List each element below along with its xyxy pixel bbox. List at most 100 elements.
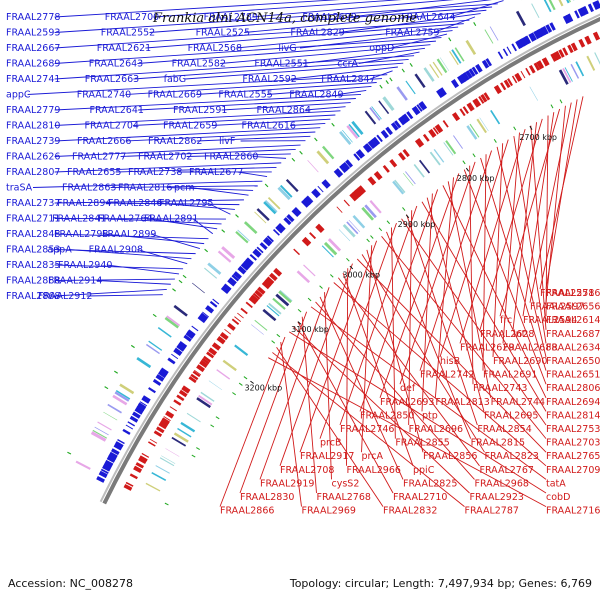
reverse-gene-block [178, 389, 188, 398]
forward-gene-block [212, 298, 220, 305]
outer-mark [152, 313, 157, 318]
forward-gene-block [139, 401, 148, 407]
inner-feature-block [529, 86, 538, 101]
gene-label-reverse: cobD [546, 492, 570, 503]
forward-gene-block [117, 438, 125, 445]
inner-mark [402, 207, 406, 211]
inner-feature-block [575, 61, 585, 77]
inner-feature-block [251, 324, 264, 335]
outer-feature-block [465, 39, 477, 55]
forward-connector [32, 180, 263, 188]
scale-tick-label: 2700 kbp [519, 133, 557, 142]
gene-label-forward: traSA [6, 183, 33, 194]
outer-feature-block [103, 411, 118, 421]
forward-gene-block [103, 459, 114, 470]
gene-label-reverse: FRAAL2854 [477, 424, 531, 435]
outer-feature-block [558, 0, 564, 7]
outer-mark [178, 279, 183, 284]
forward-gene-block [220, 284, 231, 295]
forward-connector [145, 23, 464, 49]
forward-connector [449, 0, 504, 18]
forward-connector [252, 156, 287, 159]
reverse-gene-block [224, 328, 232, 335]
outer-feature-block [254, 211, 267, 224]
gene-label-reverse: FRAAL2923 [470, 492, 524, 503]
gene-label-forward: livF [219, 136, 235, 147]
inner-mark [243, 376, 248, 380]
forward-gene-block [134, 406, 145, 415]
gene-label-forward: FRAAL2644 [401, 12, 455, 23]
reverse-connector [276, 347, 384, 507]
reverse-gene-block [570, 42, 578, 52]
gene-label-forward: FRAAL2525 [196, 28, 250, 39]
forward-gene-block [398, 115, 408, 126]
forward-gene-block [200, 312, 209, 320]
inner-feature-block [338, 229, 351, 242]
forward-connector [133, 58, 409, 80]
reverse-gene-block [161, 417, 170, 424]
forward-gene-block [367, 139, 377, 149]
outer-mark [221, 229, 226, 233]
inner-mark [196, 447, 200, 451]
reverse-gene-block [219, 332, 229, 341]
forward-gene-block [158, 369, 168, 379]
outer-feature-block [235, 231, 249, 244]
reverse-connector [406, 214, 478, 426]
inner-feature-block [433, 148, 445, 163]
forward-gene-block [402, 113, 411, 123]
gene-label-reverse: FRAAL2917 [300, 451, 354, 462]
reverse-gene-block [199, 359, 209, 368]
forward-gene-block [252, 248, 262, 258]
outer-feature-block [322, 145, 335, 160]
gene-label-reverse: FRAAL2815 [471, 438, 525, 449]
outer-feature-block [192, 282, 205, 294]
gene-label-reverse: FRAAL2742 [420, 370, 474, 381]
gene-label-reverse: FRAAL2969 [302, 506, 356, 517]
forward-connector [150, 233, 201, 250]
reverse-gene-block [163, 416, 171, 422]
inner-mark [330, 274, 334, 278]
outer-feature-block [429, 64, 440, 79]
inner-mark [559, 99, 563, 104]
reverse-connector [319, 222, 397, 439]
inner-feature-block [254, 319, 268, 331]
reverse-connector [522, 112, 555, 317]
gene-label-reverse: FRAAL2716 [546, 506, 600, 517]
reverse-gene-block [592, 31, 600, 41]
forward-gene-block [209, 300, 218, 308]
gene-label-forward: FRAAL2592 [242, 74, 296, 85]
inner-feature-block [403, 173, 414, 186]
reverse-gene-block [141, 452, 150, 458]
gene-label-forward: oppD [369, 43, 394, 54]
reverse-gene-block [434, 124, 443, 134]
reverse-connector [512, 122, 537, 330]
inner-feature-block [479, 117, 489, 132]
reverse-gene-block [139, 455, 148, 462]
outer-feature-block [285, 178, 299, 193]
inner-feature-block [346, 221, 359, 235]
reverse-connector [359, 189, 439, 412]
reverse-connector [379, 173, 460, 398]
reverse-gene-block [181, 385, 191, 394]
outer-feature-block [267, 196, 281, 210]
gene-label-reverse: FRAAL2694 [546, 397, 600, 408]
scale-tick-label: 3100 kbp [291, 325, 329, 334]
forward-gene-block [159, 367, 169, 376]
inner-feature-block [216, 369, 231, 380]
scale-tick [465, 167, 470, 172]
reverse-gene-block [123, 484, 133, 491]
gene-label-forward: FRAAL2847 [321, 74, 375, 85]
outer-mark [235, 214, 239, 218]
outer-mark [299, 150, 303, 155]
reverse-gene-block [234, 316, 241, 322]
reverse-connector [299, 240, 378, 453]
outer-feature-block [256, 208, 270, 221]
forward-gene-block [317, 185, 324, 193]
outer-mark [331, 122, 335, 127]
inner-feature-block [279, 289, 293, 302]
reverse-gene-block [373, 171, 383, 181]
reverse-connector [529, 102, 572, 303]
reverse-connector [356, 258, 547, 453]
forward-gene-block [540, 26, 548, 36]
reverse-connector [272, 352, 465, 507]
